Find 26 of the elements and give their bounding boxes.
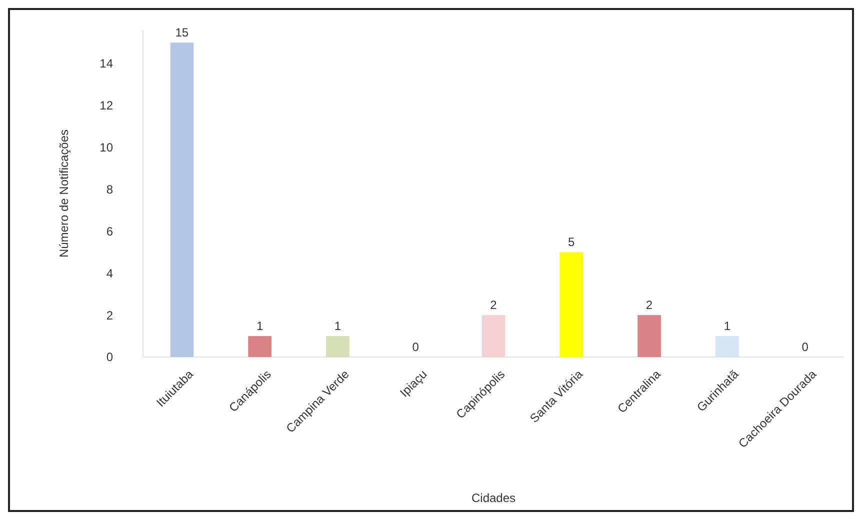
bar xyxy=(715,336,739,357)
data-label: 1 xyxy=(256,319,264,334)
bar xyxy=(482,315,506,357)
y-tick-label: 12 xyxy=(100,98,114,113)
y-tick-label: 4 xyxy=(106,266,114,280)
bar xyxy=(170,42,194,357)
y-tick-label: 2 xyxy=(106,308,114,322)
data-label: 15 xyxy=(175,26,189,40)
y-tick-label: 8 xyxy=(106,182,114,197)
data-label: 2 xyxy=(490,298,498,312)
y-axis-title: Número de Notificações xyxy=(57,129,71,258)
data-label: 5 xyxy=(568,235,576,250)
bar xyxy=(248,336,272,357)
bar xyxy=(638,315,661,357)
x-axis-title: Cidades xyxy=(471,491,516,505)
y-tick-label: 0 xyxy=(106,350,114,364)
bar xyxy=(560,252,584,357)
data-label: 2 xyxy=(646,298,653,312)
data-label: 0 xyxy=(802,340,809,354)
data-label: 1 xyxy=(724,319,731,334)
y-tick-label: 14 xyxy=(100,56,114,71)
data-label: 1 xyxy=(334,319,342,334)
y-tick-label: 6 xyxy=(106,224,114,238)
y-tick-label: 10 xyxy=(100,140,114,155)
bar xyxy=(326,336,350,357)
data-label: 0 xyxy=(412,340,420,354)
